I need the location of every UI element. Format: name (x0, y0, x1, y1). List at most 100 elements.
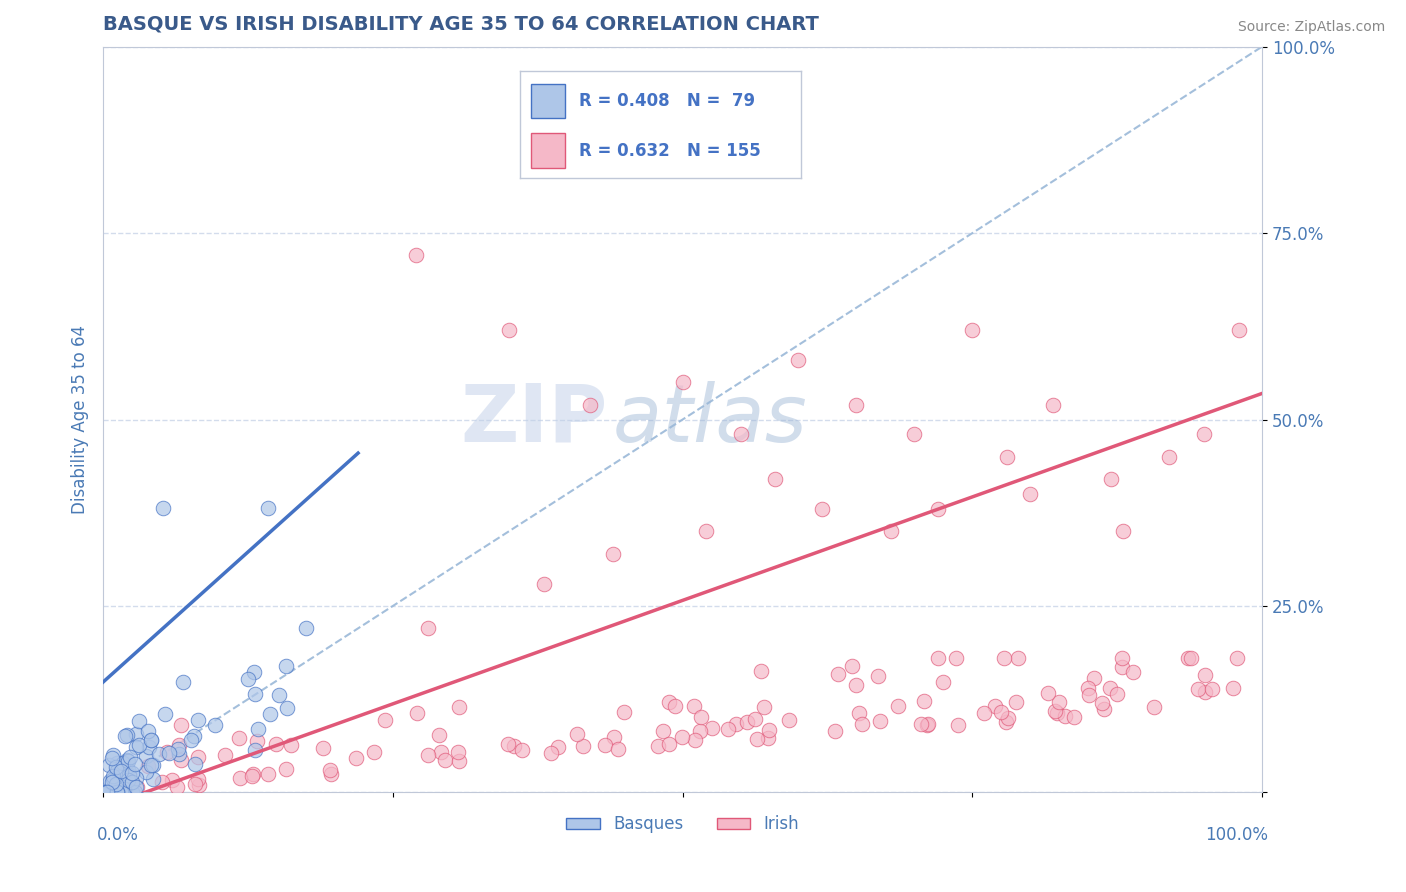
Point (810, 502, 832, 516)
Point (374, 713, 396, 727)
Point (990, 705, 1012, 719)
Point (689, 723, 711, 738)
Point (1122, 665, 1144, 679)
Point (1226, 651, 1249, 665)
Point (187, 749, 209, 764)
Point (540, 746, 562, 760)
Point (121, 766, 143, 780)
Point (112, 756, 135, 771)
Point (363, 745, 385, 759)
Point (97, 757, 120, 772)
Y-axis label: Disability Age 35 to 64: Disability Age 35 to 64 (72, 325, 89, 514)
Point (105, 785, 128, 799)
Point (917, 716, 939, 731)
Point (121, 785, 143, 799)
Point (446, 745, 468, 759)
Text: R = 0.408   N =  79: R = 0.408 N = 79 (579, 93, 755, 111)
Point (138, 740, 160, 755)
Point (184, 777, 207, 791)
Point (658, 737, 681, 751)
Point (1077, 688, 1099, 702)
Point (1201, 681, 1223, 696)
Point (117, 772, 139, 787)
Point (730, 427, 752, 442)
Point (153, 706, 176, 721)
Point (841, 659, 863, 673)
Point (184, 757, 207, 772)
Point (172, 675, 194, 690)
Point (124, 785, 146, 799)
Point (671, 730, 693, 744)
Point (1043, 704, 1066, 718)
Bar (531, 84, 565, 119)
Point (139, 758, 162, 772)
Point (94, 785, 117, 799)
Text: atlas: atlas (613, 381, 808, 458)
Point (845, 678, 868, 692)
Point (406, 706, 429, 721)
Point (887, 698, 910, 713)
Point (155, 746, 177, 760)
Point (115, 727, 138, 741)
Point (228, 731, 250, 745)
Point (683, 732, 706, 747)
Point (136, 759, 159, 773)
Point (105, 764, 128, 779)
Point (1222, 681, 1244, 696)
Point (125, 739, 148, 754)
Point (1046, 706, 1069, 720)
Point (749, 664, 772, 678)
Point (236, 673, 259, 687)
Point (433, 753, 456, 767)
Text: R = 0.632   N = 155: R = 0.632 N = 155 (579, 142, 761, 160)
Point (150, 775, 173, 789)
Point (737, 715, 759, 730)
Point (139, 733, 162, 747)
Point (498, 323, 520, 337)
Point (778, 713, 800, 727)
Point (689, 710, 711, 724)
Point (139, 732, 162, 747)
Point (321, 766, 343, 780)
Point (758, 723, 780, 737)
Point (148, 747, 170, 761)
Point (787, 352, 810, 367)
Point (183, 729, 205, 743)
Point (498, 737, 520, 751)
Point (1092, 702, 1115, 716)
Point (1227, 323, 1250, 337)
Point (1036, 686, 1059, 700)
Legend: Basques, Irish: Basques, Irish (560, 809, 806, 840)
Point (903, 427, 925, 442)
Point (671, 376, 693, 390)
Point (912, 694, 935, 708)
Point (824, 724, 846, 739)
Point (1019, 487, 1042, 501)
Point (125, 772, 148, 786)
Point (125, 780, 148, 795)
Point (547, 740, 569, 755)
Bar (531, 134, 565, 168)
Point (502, 739, 524, 753)
Point (142, 772, 165, 786)
Point (160, 773, 183, 788)
Point (256, 500, 278, 515)
Point (602, 547, 624, 561)
Point (344, 750, 367, 764)
Text: Source: ZipAtlas.com: Source: ZipAtlas.com (1237, 20, 1385, 34)
Point (533, 576, 555, 591)
Point (180, 732, 202, 747)
Point (187, 778, 209, 792)
Point (105, 785, 128, 799)
Point (1107, 687, 1129, 701)
Point (1063, 709, 1085, 723)
Point (510, 743, 533, 757)
Point (927, 651, 949, 665)
Point (1177, 651, 1199, 665)
Point (579, 398, 602, 412)
Point (647, 739, 669, 753)
Point (115, 753, 138, 767)
Point (103, 769, 125, 783)
Point (1143, 699, 1166, 714)
Point (114, 729, 136, 743)
